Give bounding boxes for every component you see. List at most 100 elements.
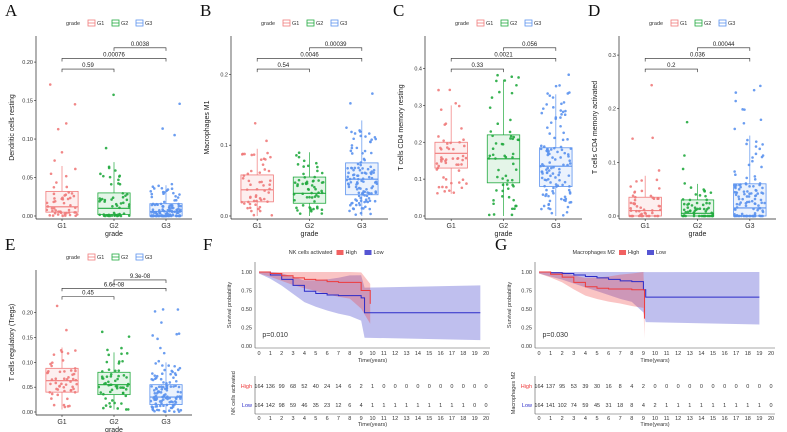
p-value-label: 0.33 <box>471 63 483 69</box>
data-point <box>745 142 748 146</box>
data-point <box>297 151 301 155</box>
data-point <box>542 204 546 208</box>
data-point <box>689 209 692 212</box>
risk-x-tick-label: 17 <box>449 416 455 422</box>
data-point <box>305 195 309 199</box>
data-point <box>63 405 67 409</box>
data-point <box>741 108 744 111</box>
x-tick-label: 1 <box>549 351 552 357</box>
risk-x-tick-label: 20 <box>483 416 489 422</box>
risk-x-tick-label: 9 <box>360 416 363 422</box>
risk-count: 1 <box>735 403 738 409</box>
p-value-label: 0.00039 <box>325 42 347 48</box>
data-point <box>316 206 319 210</box>
data-point <box>73 102 77 106</box>
data-point <box>104 404 108 407</box>
data-point <box>267 191 270 194</box>
risk-x-tick-label: 7 <box>337 416 340 422</box>
data-point <box>168 381 172 384</box>
data-point <box>517 76 520 79</box>
p-value-label: 0.056 <box>522 42 538 48</box>
data-point <box>117 182 120 185</box>
data-point <box>264 158 267 161</box>
data-point <box>489 130 493 133</box>
data-point <box>71 385 74 389</box>
data-point <box>460 186 464 190</box>
data-point <box>560 113 563 116</box>
significance-bracket: 0.45 <box>61 291 115 300</box>
data-point <box>462 138 465 142</box>
data-point <box>509 134 513 138</box>
data-point <box>69 204 72 207</box>
risk-count: 0 <box>416 384 419 390</box>
data-point <box>151 378 155 382</box>
legend-label-g3: G3 <box>145 21 152 27</box>
data-point <box>510 207 514 211</box>
data-point <box>153 374 157 377</box>
data-point <box>162 404 165 408</box>
legend-label-g3: G3 <box>340 21 347 27</box>
legend-label-g2: G2 <box>704 21 711 27</box>
box-g1 <box>45 190 79 213</box>
data-point <box>658 205 662 208</box>
risk-count: 0 <box>653 384 656 390</box>
data-point <box>456 157 460 160</box>
x-tick-label: G2 <box>693 223 702 230</box>
data-point <box>261 163 265 166</box>
data-point <box>460 127 463 130</box>
data-point <box>110 388 114 392</box>
data-point <box>454 101 458 105</box>
data-point <box>359 187 362 190</box>
data-point <box>98 200 101 203</box>
data-point <box>568 162 572 165</box>
y-tick-label: 1.00 <box>521 270 532 276</box>
data-point <box>64 174 68 178</box>
risk-x-tick-label: 14 <box>698 416 704 422</box>
data-point <box>560 102 563 106</box>
data-point <box>746 190 749 193</box>
risk-count: 0 <box>677 384 680 390</box>
risk-count: 0 <box>723 384 726 390</box>
data-point <box>365 194 369 198</box>
data-point <box>62 201 66 205</box>
data-point <box>737 188 741 191</box>
risk-count: 137 <box>546 384 555 390</box>
data-point <box>296 209 299 212</box>
data-point <box>546 177 550 181</box>
data-point <box>176 390 180 394</box>
legend-key-high <box>619 250 626 255</box>
data-point <box>64 122 68 125</box>
data-point <box>159 346 162 350</box>
data-point <box>259 158 263 161</box>
x-tick-label: G2 <box>499 223 508 230</box>
data-point <box>563 180 567 184</box>
legend-label-g2: G2 <box>316 21 323 27</box>
data-point <box>364 205 367 209</box>
legend-title: grade <box>649 21 663 27</box>
data-point <box>160 372 164 376</box>
data-point <box>111 204 114 208</box>
data-point <box>101 377 104 380</box>
data-point <box>448 189 451 192</box>
legend-label-g3: G3 <box>145 255 152 261</box>
data-point <box>745 195 749 198</box>
risk-row-label-low: Low <box>242 403 252 409</box>
x-tick-label: 14 <box>415 351 421 357</box>
risk-row-label-high: High <box>521 384 532 390</box>
x-tick-label: 4 <box>303 351 306 357</box>
data-point <box>46 371 50 374</box>
data-point <box>176 308 180 311</box>
risk-count: 8 <box>619 384 622 390</box>
data-point <box>355 146 359 150</box>
data-point <box>127 335 131 338</box>
data-point <box>561 214 565 217</box>
data-point <box>167 364 170 367</box>
data-point <box>568 192 572 195</box>
data-point <box>151 334 154 337</box>
risk-count: 164 <box>254 403 263 409</box>
data-point <box>515 83 518 87</box>
risk-count: 35 <box>313 403 319 409</box>
data-point <box>297 155 301 159</box>
data-point <box>350 130 353 134</box>
risk-count: 2 <box>360 384 363 390</box>
